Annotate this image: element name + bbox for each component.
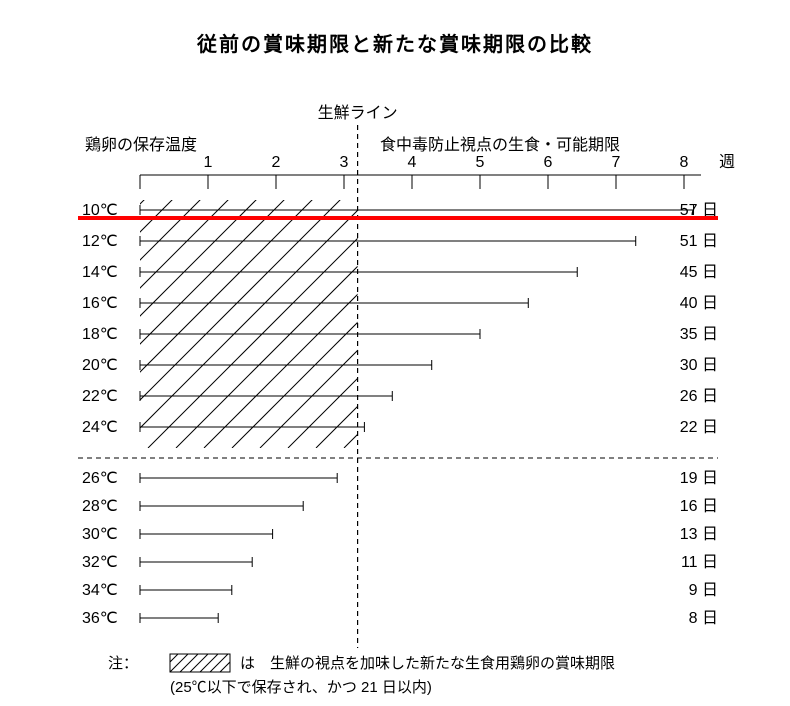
temp-label: 24℃ xyxy=(82,419,118,436)
axis-tick-label: 3 xyxy=(340,154,349,171)
days-label: 40 日 xyxy=(680,295,718,312)
footnote-line1: は 生鮮の視点を加味した新たな生食用鶏卵の賞味期限 xyxy=(240,655,615,672)
axis-tick-label: 5 xyxy=(476,154,485,171)
days-label: 11 日 xyxy=(681,554,718,571)
footnote-prefix: 注： xyxy=(108,655,138,672)
axis-tick-label: 8 xyxy=(680,154,689,171)
chart-svg: 鶏卵の保存温度食中毒防止視点の生食・可能期限生鮮ライン12345678週10℃5… xyxy=(0,0,790,706)
temp-label: 12℃ xyxy=(82,233,118,250)
temp-label: 22℃ xyxy=(82,388,118,405)
axis-unit: 週 xyxy=(719,153,735,171)
hatch-region xyxy=(0,148,790,448)
temp-label: 28℃ xyxy=(82,498,118,515)
left-header: 鶏卵の保存温度 xyxy=(85,136,197,154)
days-label: 30 日 xyxy=(680,357,718,374)
axis-tick-label: 6 xyxy=(544,154,553,171)
days-label: 8 日 xyxy=(689,610,718,627)
days-label: 13 日 xyxy=(680,526,718,543)
axis-tick-label: 2 xyxy=(272,154,281,171)
days-label: 45 日 xyxy=(680,264,718,281)
days-label: 16 日 xyxy=(680,498,718,515)
temp-label: 36℃ xyxy=(82,610,118,627)
days-label: 19 日 xyxy=(680,470,718,487)
freshline-label: 生鮮ライン xyxy=(318,104,398,122)
days-label: 26 日 xyxy=(680,388,718,405)
footnote-line2: (25℃以下で保存され、かつ 21 日以内) xyxy=(170,679,432,696)
axis-tick-label: 1 xyxy=(204,154,213,171)
page: 従前の賞味期限と新たな賞味期限の比較 鶏卵の保存温度食中毒防止視点の生食・可能期… xyxy=(0,0,790,706)
temp-label: 26℃ xyxy=(82,470,118,487)
axis-tick-label: 4 xyxy=(408,154,417,171)
days-label: 9 日 xyxy=(689,582,718,599)
temp-label: 34℃ xyxy=(82,582,118,599)
axis-tick-label: 7 xyxy=(612,154,621,171)
temp-label: 30℃ xyxy=(82,526,118,543)
temp-label: 18℃ xyxy=(82,326,118,343)
temp-label: 20℃ xyxy=(82,357,118,374)
days-label: 51 日 xyxy=(680,233,718,250)
temp-label: 14℃ xyxy=(82,264,118,281)
temp-label: 16℃ xyxy=(82,295,118,312)
days-label: 35 日 xyxy=(680,326,718,343)
temp-label: 32℃ xyxy=(82,554,118,571)
days-label: 22 日 xyxy=(680,419,718,436)
right-header: 食中毒防止視点の生食・可能期限 xyxy=(380,136,620,154)
